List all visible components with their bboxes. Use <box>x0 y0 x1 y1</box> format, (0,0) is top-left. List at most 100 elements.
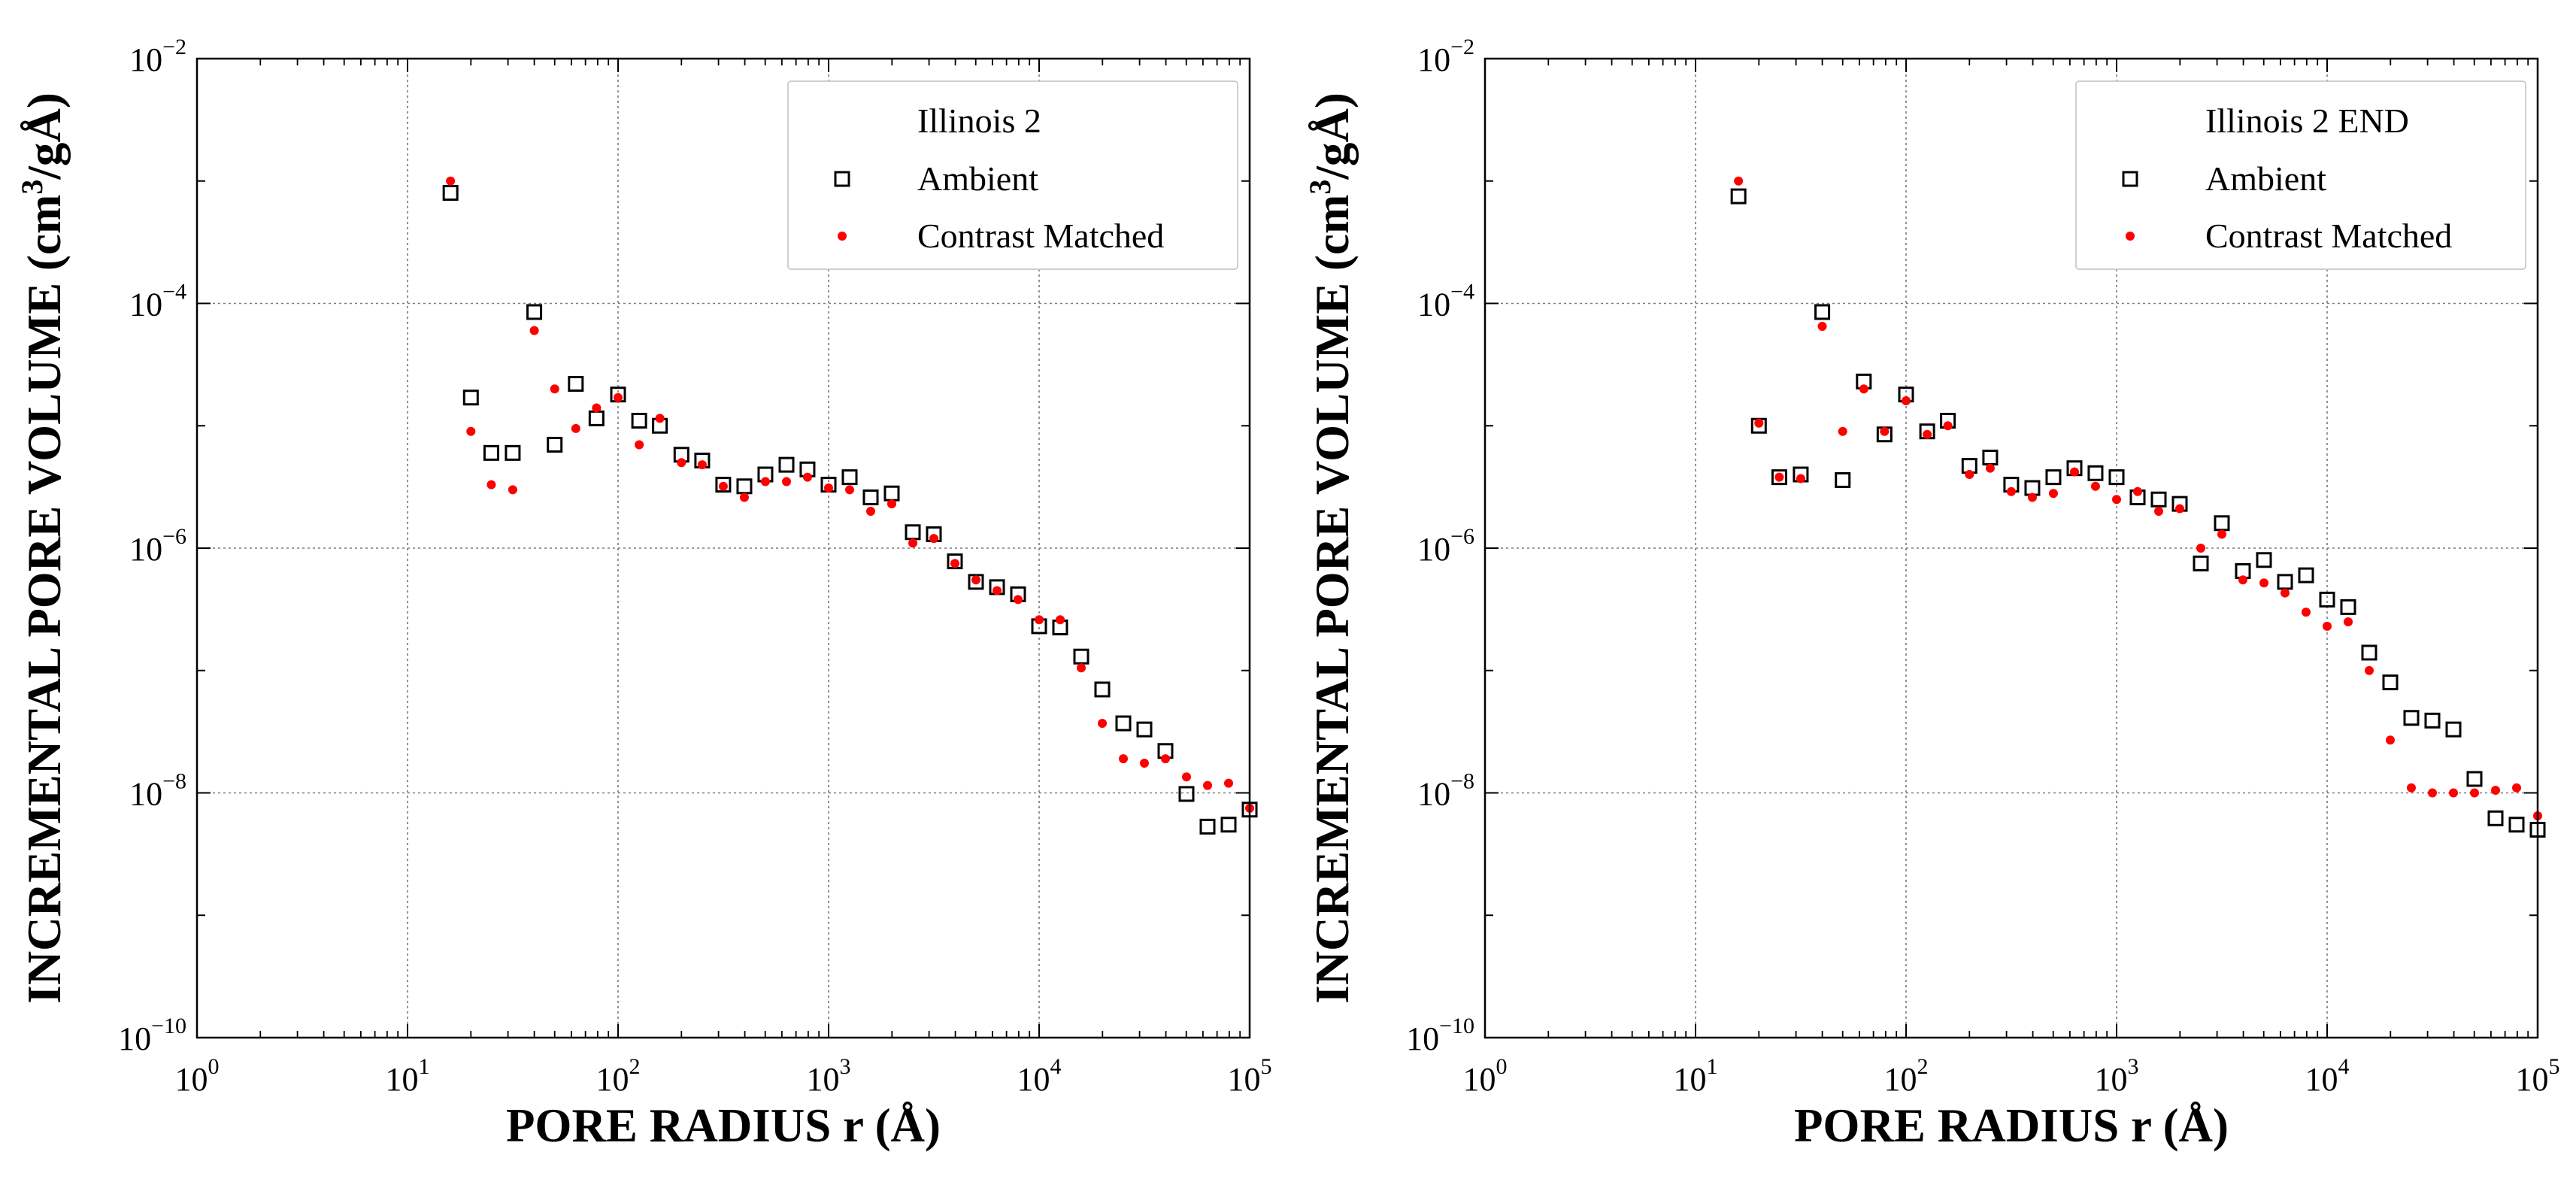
data-point-contrast-matched <box>2027 493 2037 502</box>
data-point-contrast-matched <box>697 460 707 470</box>
data-point-contrast-matched <box>592 403 602 413</box>
data-point-ambient <box>2508 817 2525 833</box>
data-point-ambient <box>631 413 647 429</box>
data-point-contrast-matched <box>1859 384 1868 394</box>
data-point-ambient <box>2424 712 2441 729</box>
data-point-contrast-matched <box>2006 486 2016 496</box>
data-point-ambient <box>841 469 858 486</box>
data-point-ambient <box>947 553 963 570</box>
legend-marker-contrast-matched <box>2126 232 2135 241</box>
data-point-ambient <box>2487 810 2504 826</box>
data-point-contrast-matched <box>446 176 456 186</box>
data-point-ambient <box>968 574 984 590</box>
y-tick-base: 10 <box>129 41 162 78</box>
legend-box <box>787 80 1238 270</box>
legend: Illinois 2 END Ambient Contrast Matched <box>2075 80 2526 270</box>
y-axis-title-tail: /gÅ) <box>1306 92 1359 180</box>
data-point-contrast-matched <box>2407 783 2417 793</box>
data-point-contrast-matched <box>2470 788 2480 798</box>
x-tick-label: 104 <box>1017 1054 1062 1098</box>
x-tick-exponent: 4 <box>1050 1054 1062 1079</box>
data-point-contrast-matched <box>2491 786 2501 796</box>
y-tick-exponent: −4 <box>162 280 186 305</box>
data-point-contrast-matched <box>2238 575 2247 585</box>
x-tick-exponent: 3 <box>840 1054 851 1079</box>
data-point-contrast-matched <box>1119 754 1129 764</box>
legend-label: Ambient <box>917 159 1038 198</box>
y-tick-label: 10−8 <box>129 769 186 813</box>
data-point-ambient <box>2403 710 2420 726</box>
x-tick-labels: 100 101 102 103 104 105 <box>175 1054 1272 1098</box>
data-point-contrast-matched <box>2154 507 2164 517</box>
y-tick-exponent: −4 <box>1450 280 1474 305</box>
x-tick-base: 10 <box>2095 1061 2128 1098</box>
data-point-contrast-matched <box>1943 421 1953 431</box>
data-point-ambient <box>2445 721 2462 738</box>
chart-illinois-2-end: 100 101 102 103 104 10510−1010−810−610−410−2P… <box>1303 35 2560 1152</box>
data-point-contrast-matched <box>1985 463 1995 473</box>
data-point-ambient <box>1730 188 1747 205</box>
data-point-ambient <box>1835 471 1851 488</box>
legend-label: Contrast Matched <box>2205 217 2452 255</box>
data-point-contrast-matched <box>886 499 896 509</box>
data-point-contrast-matched <box>1817 321 1827 331</box>
data-point-contrast-matched <box>2365 665 2374 675</box>
data-point-ambient <box>1073 648 1089 665</box>
y-tick-base: 10 <box>1417 776 1450 813</box>
x-tick-exponent: 2 <box>629 1054 641 1079</box>
data-point-ambient <box>2087 465 2104 481</box>
data-point-ambient <box>1115 715 1132 732</box>
y-tick-base: 10 <box>118 1020 151 1057</box>
data-point-contrast-matched <box>2174 504 2184 514</box>
y-tick-base: 10 <box>129 286 162 323</box>
axis-ticks <box>196 58 1250 1038</box>
data-point-contrast-matched <box>1203 780 1213 790</box>
data-point-contrast-matched <box>929 534 938 544</box>
data-point-contrast-matched <box>993 586 1002 596</box>
data-point-contrast-matched <box>908 538 918 548</box>
y-tick-exponent: −10 <box>1439 1014 1474 1038</box>
x-tick-label: 101 <box>1674 1054 1718 1098</box>
x-tick-exponent: 4 <box>2338 1054 2350 1079</box>
data-point-contrast-matched <box>1013 595 1023 605</box>
x-tick-base: 10 <box>386 1061 419 1098</box>
data-point-contrast-matched <box>1965 470 1974 480</box>
x-tick-label: 100 <box>175 1054 220 1098</box>
series-contrast-matched <box>1734 176 2542 820</box>
x-tick-exponent: 1 <box>419 1054 430 1079</box>
y-tick-label: 10−8 <box>1417 769 1474 813</box>
data-point-contrast-matched <box>1098 719 1108 729</box>
data-point-contrast-matched <box>2428 788 2438 798</box>
data-point-contrast-matched <box>2386 735 2396 745</box>
data-point-ambient <box>1814 304 1831 320</box>
x-tick-label: 103 <box>807 1054 851 1098</box>
x-tick-base: 10 <box>1884 1061 1917 1098</box>
data-point-ambient <box>2382 674 2399 691</box>
x-tick-labels: 100 101 102 103 104 105 <box>1463 1054 2560 1098</box>
data-point-contrast-matched <box>802 472 812 482</box>
data-point-contrast-matched <box>2112 495 2121 505</box>
data-point-ambient <box>568 376 584 392</box>
data-point-contrast-matched <box>508 485 517 495</box>
series-ambient <box>442 185 1258 835</box>
data-point-contrast-matched <box>739 493 749 502</box>
data-point-ambient <box>2108 469 2125 486</box>
data-point-contrast-matched <box>1224 778 1234 788</box>
y-axis-title-superscript: 3 <box>15 180 49 195</box>
data-point-ambient <box>483 444 499 461</box>
plot-frame <box>1483 57 2539 1039</box>
x-tick-base: 10 <box>1463 1061 1496 1098</box>
data-point-ambient <box>2150 491 2167 508</box>
data-point-contrast-matched <box>718 481 728 491</box>
data-point-contrast-matched <box>2281 588 2290 598</box>
data-point-contrast-matched <box>2217 529 2226 539</box>
data-point-contrast-matched <box>1161 754 1171 764</box>
y-tick-exponent: −10 <box>151 1014 186 1038</box>
data-point-ambient <box>2466 771 2483 787</box>
y-tick-exponent: −8 <box>162 769 186 794</box>
y-tick-label: 10−6 <box>129 524 186 568</box>
x-axis-title: PORE RADIUS r (Å) <box>506 1099 941 1152</box>
